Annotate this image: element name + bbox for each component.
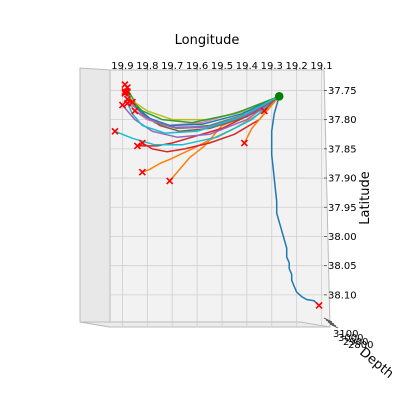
end-marker-stroke (240, 139, 248, 147)
end-marker-15 (131, 107, 139, 115)
y-tick-label: 38.05 (328, 261, 357, 272)
end-marker-stroke (131, 107, 139, 115)
y-tick-label: 38.00 (328, 232, 357, 243)
end-marker-stroke (123, 99, 131, 107)
end-marker-7 (128, 98, 136, 106)
y-tick-label: 37.90 (328, 174, 357, 185)
floor-pane (79, 321, 331, 328)
end-marker-stroke (111, 127, 119, 135)
z-tick-mark (323, 317, 333, 323)
end-marker-stroke (121, 88, 129, 96)
z-axis-title: Depth (356, 345, 396, 382)
end-marker-13 (138, 139, 146, 147)
end-marker-14 (123, 83, 131, 92)
longitude-ticks: 19.9 19.8 19.7 19.6 19.5 19.4 19.3 19.2 19.1 (111, 61, 332, 72)
end-marker-stroke (123, 83, 131, 92)
grid-lines (110, 70, 324, 327)
axis-panes (79, 67, 331, 328)
x-tick-label: 19.3 (261, 61, 283, 72)
end-marker-stroke (133, 142, 141, 150)
end-marker-stroke (138, 168, 146, 176)
x-tick-label: 19.5 (211, 61, 233, 72)
trajectory-line-13 (141, 95, 280, 153)
x-tick-label: 19.9 (111, 61, 133, 72)
y-axis-title: Latitude (358, 171, 373, 225)
end-marker-3 (138, 168, 146, 176)
x-tick-label: 19.6 (186, 61, 208, 72)
x-tick-label: 19.2 (285, 61, 307, 72)
z-tick-label: 2800 (348, 340, 373, 351)
end-marker-stroke (315, 301, 323, 309)
left-pane (79, 67, 111, 328)
trajectory-line-1 (270, 96, 320, 306)
y-tick-label: 38.10 (328, 290, 357, 301)
x-tick-label: 19.4 (236, 61, 258, 72)
end-marker-stroke (260, 107, 268, 115)
trajectory-line-6 (121, 95, 280, 138)
z-tick-mark (329, 323, 339, 329)
z-tick-label: 3000 (338, 333, 363, 344)
end-marker-stroke (166, 177, 174, 185)
end-marker-6 (118, 101, 127, 109)
z-tick-label: 2900 (343, 337, 368, 348)
y-tick-label: 37.75 (328, 86, 357, 97)
end-marker-stroke (118, 101, 127, 109)
y-tick-label: 37.80 (328, 115, 357, 126)
trajectory-line-11 (114, 95, 280, 146)
trajectory-markers (111, 81, 323, 309)
z-tick-mark (325, 319, 335, 325)
x-tick-label: 19.8 (136, 61, 158, 72)
latitude-ticks: 37.75 37.80 37.85 37.90 37.95 38.00 38.05 38.10 (324, 86, 357, 301)
z-tick-label: 3100 (333, 329, 358, 340)
trajectory-line-15 (134, 95, 280, 128)
x-tick-label: 19.7 (161, 61, 183, 72)
end-marker-18 (123, 99, 131, 107)
end-marker-stroke (138, 139, 146, 147)
end-marker-5 (133, 142, 141, 150)
end-marker-16 (240, 139, 248, 147)
x-axis-title: Longitude (175, 33, 240, 48)
end-marker-2 (166, 177, 174, 185)
end-marker-10 (121, 88, 129, 96)
x-tick-label: 19.1 (310, 61, 332, 72)
end-marker-17 (260, 107, 268, 115)
z-tick-mark (327, 321, 337, 327)
end-marker-1 (315, 301, 323, 309)
end-marker-11 (111, 127, 119, 135)
y-tick-label: 37.95 (328, 203, 357, 214)
start-point-marker (274, 91, 284, 101)
end-marker-stroke (128, 98, 136, 106)
y-tick-label: 37.85 (328, 144, 357, 155)
trajectory-line-16 (243, 95, 280, 144)
